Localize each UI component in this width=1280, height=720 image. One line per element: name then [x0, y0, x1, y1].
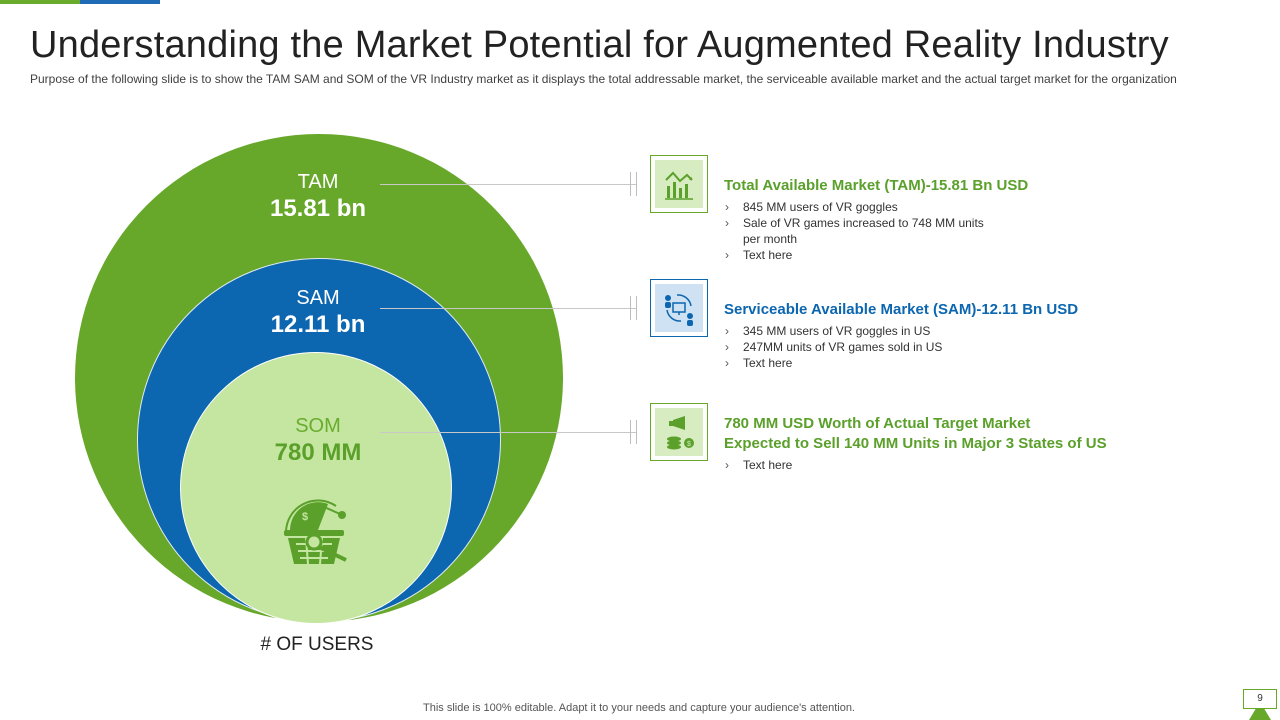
- som-icon-box: $: [650, 403, 708, 461]
- list-item: 247MM units of VR games sold in US: [724, 339, 998, 355]
- som-heading-line1: 780 MM USD Worth of Actual Target Market: [724, 415, 1031, 432]
- page-subtitle: Purpose of the following slide is to sho…: [30, 72, 1177, 86]
- list-item: 845 MM users of VR goggles: [724, 199, 998, 215]
- users-exchange-icon: [665, 294, 693, 326]
- sam-connector-line: [380, 308, 636, 309]
- page-number-stand: [1249, 709, 1271, 720]
- som-name: SOM: [295, 415, 341, 437]
- list-item: Text here: [724, 247, 998, 263]
- sam-bullet-list: 345 MM users of VR goggles in US 247MM u…: [724, 323, 1244, 371]
- accent-bar-blue: [80, 0, 160, 4]
- sam-value: 12.11 bn: [270, 311, 366, 338]
- tam-label: TAM 15.81 bn: [218, 170, 418, 224]
- svg-text:$: $: [687, 441, 691, 448]
- som-description: 780 MM USD Worth of Actual Target Market…: [724, 414, 1244, 473]
- sam-connector-tick: [636, 296, 637, 320]
- market-basket-icon: $: [284, 499, 347, 565]
- list-item: Sale of VR games increased to 748 MM uni…: [724, 215, 998, 247]
- tam-heading: Total Available Market (TAM)-15.81 Bn US…: [724, 177, 1029, 194]
- som-bullet-list: Text here: [724, 457, 1244, 473]
- tam-bullet-list: 845 MM users of VR goggles Sale of VR ga…: [724, 199, 1244, 263]
- som-connector-tick: [636, 420, 637, 444]
- coins-megaphone-icon: $: [667, 416, 694, 450]
- tam-connector-line: [380, 184, 636, 185]
- users-axis-label: # OF USERS: [260, 634, 374, 655]
- tam-value: 15.81 bn: [269, 195, 367, 222]
- som-circle: [180, 352, 452, 624]
- list-item: 345 MM users of VR goggles in US: [724, 323, 998, 339]
- svg-text:$: $: [302, 511, 308, 523]
- sam-connector-tick: [630, 296, 631, 320]
- som-connector-line: [380, 432, 636, 433]
- tam-connector-tick: [630, 172, 631, 196]
- sam-heading: Serviceable Available Market (SAM)-12.11…: [724, 301, 1079, 318]
- page-title: Understanding the Market Potential for A…: [30, 24, 1169, 66]
- list-item: Text here: [724, 457, 998, 473]
- tam-connector-tick: [636, 172, 637, 196]
- som-label: SOM 780 MM: [218, 414, 418, 468]
- bar-chart-trend-icon: [665, 171, 693, 200]
- list-item: Text here: [724, 355, 998, 371]
- sam-icon-box: [650, 279, 708, 337]
- page-number: 9: [1243, 689, 1277, 709]
- sam-description: Serviceable Available Market (SAM)-12.11…: [724, 300, 1244, 371]
- accent-bar-green: [0, 0, 80, 4]
- sam-name: SAM: [296, 287, 340, 309]
- som-heading-line2: Expected to Sell 140 MM Units in Major 3…: [724, 435, 1107, 452]
- footer-note: This slide is 100% editable. Adapt it to…: [423, 702, 855, 714]
- som-connector-tick: [630, 420, 631, 444]
- tam-description: Total Available Market (TAM)-15.81 Bn US…: [724, 176, 1244, 263]
- sam-label: SAM 12.11 bn: [218, 286, 418, 340]
- tam-name: TAM: [297, 171, 339, 193]
- som-value: 780 MM: [274, 439, 362, 466]
- tam-icon-box: [650, 155, 708, 213]
